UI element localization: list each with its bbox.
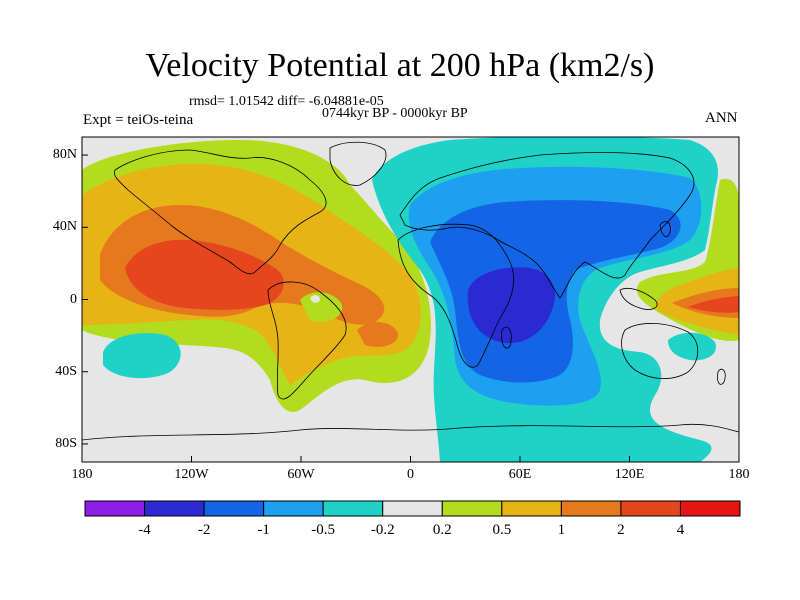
- lon-tick-label: 0: [407, 467, 414, 482]
- lon-tick-label: 60W: [287, 467, 315, 482]
- lon-tick-label: 120E: [614, 467, 645, 482]
- colorbar-tick-label: 0.2: [432, 522, 452, 538]
- colorbar-tick-label: -2: [197, 522, 211, 538]
- coast-japan: [659, 221, 671, 238]
- contour-pos-1-a: [357, 322, 399, 347]
- colorbar-tick-label: -4: [138, 522, 151, 538]
- coast-south-america: [267, 281, 347, 400]
- coast-new-zealand: [717, 368, 726, 385]
- contour-zero-spot: [310, 295, 320, 303]
- colorbar-tick-label: 4: [676, 522, 685, 538]
- colorbar-tick-label: 1: [557, 522, 566, 538]
- coast-southeast-asia: [619, 287, 658, 310]
- coast-greenland: [329, 141, 387, 186]
- colorbar-tick-label: 0.5: [492, 522, 512, 538]
- lon-tick-label: 120W: [174, 467, 209, 482]
- contour-pos-2: [125, 239, 284, 310]
- colorbar-tick-label: -1: [257, 522, 270, 538]
- colorbar-swatch: [441, 500, 503, 517]
- map-panel: [82, 137, 739, 462]
- lat-tick-label: 80S: [55, 435, 77, 451]
- colorbar-swatch: [382, 500, 443, 517]
- colorbar-swatch: [501, 500, 562, 517]
- contour-pos-2-east: [688, 296, 739, 313]
- lat-tick-label: 40S: [55, 363, 77, 379]
- colorbar: [84, 500, 741, 517]
- period-subtitle: 0744kyr BP - 0000kyr BP: [322, 106, 468, 121]
- colorbar-swatch: [263, 500, 324, 517]
- lon-tick-label: 180: [71, 467, 93, 482]
- season-label: ANN: [705, 110, 738, 126]
- map-tick-marks: [81, 154, 740, 462]
- coast-africa: [397, 223, 514, 368]
- lon-tick-label: 180: [728, 467, 750, 482]
- colorbar-swatch: [560, 500, 622, 517]
- colorbar-tick-label: 2: [617, 522, 625, 538]
- colorbar-swatch: [679, 500, 741, 517]
- colorbar-swatch: [322, 500, 384, 517]
- colorbar-swatch: [203, 500, 265, 517]
- lat-tick-label: 0: [70, 291, 77, 307]
- coast-madagascar: [501, 326, 512, 349]
- coast-australia: [621, 323, 699, 379]
- colorbar-tick-label: -0.5: [311, 522, 336, 538]
- contour-neg-0.2-sw: [103, 333, 181, 379]
- coastlines: [82, 141, 739, 441]
- contour-neg-2: [467, 267, 556, 344]
- lat-tick-label: 80N: [52, 147, 77, 163]
- figure-title: Velocity Potential at 200 hPa (km2/s): [145, 47, 655, 84]
- coast-antarctica: [82, 423, 739, 441]
- contour-neg-0.2-se: [668, 332, 716, 361]
- colorbar-swatch: [144, 500, 205, 517]
- coast-eurasia: [399, 151, 695, 299]
- lon-tick-label: 60E: [508, 467, 532, 482]
- colorbar-tick-label: -0.2: [370, 522, 395, 538]
- colorbar-swatch: [620, 500, 681, 517]
- coast-north-america: [113, 149, 327, 275]
- lat-tick-label: 40N: [52, 219, 77, 235]
- experiment-label: Expt = teiOs-teina: [83, 112, 194, 128]
- colorbar-swatch: [84, 500, 146, 517]
- stats-subtitle: rmsd= 1.01542 diff= -6.04881e-05: [189, 94, 384, 109]
- contour-pos-0.2-hole: [300, 292, 343, 322]
